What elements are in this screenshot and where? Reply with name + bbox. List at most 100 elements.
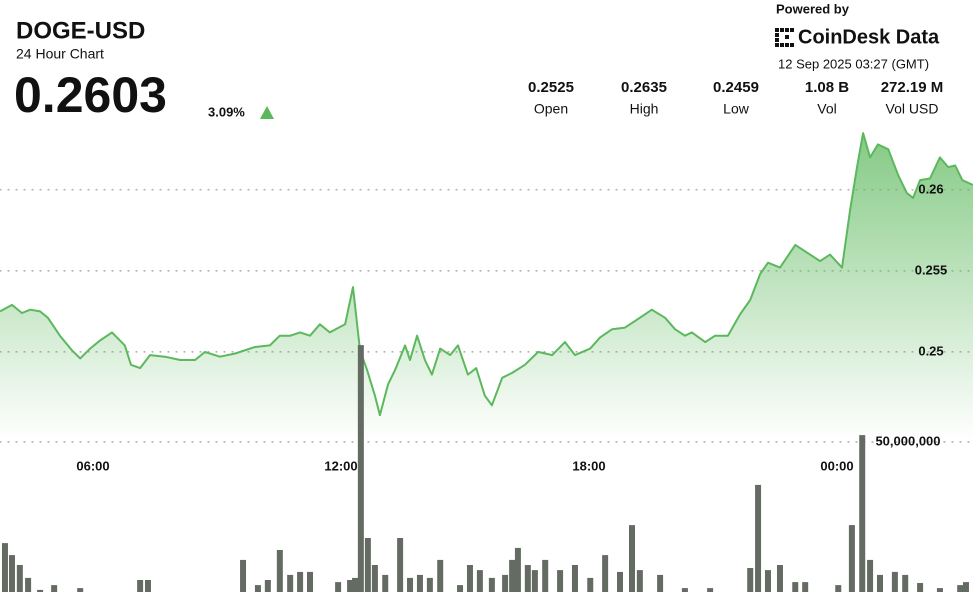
volume-bar xyxy=(602,555,609,592)
brand-logo xyxy=(775,28,794,47)
x-tick-label: 00:00 xyxy=(820,458,853,473)
stat-value: 0.2635 xyxy=(621,79,667,96)
volume-bar xyxy=(51,585,58,592)
volume-bar xyxy=(764,570,771,592)
volume-bar xyxy=(571,565,578,592)
volume-bar xyxy=(628,525,635,592)
volume-bar xyxy=(531,570,538,592)
volume-bar xyxy=(357,345,364,592)
up-arrow xyxy=(260,106,274,119)
stat-value: 1.08 B xyxy=(805,79,849,96)
volume-bar xyxy=(476,570,483,592)
x-tick-label: 12:00 xyxy=(324,458,357,473)
volume-bar xyxy=(488,577,495,592)
marks xyxy=(0,132,973,592)
change: 3.09% xyxy=(208,104,245,119)
volume-bar xyxy=(514,547,521,592)
volume-bar xyxy=(457,585,464,592)
volume-bar xyxy=(509,559,516,592)
stat-label: Vol xyxy=(817,101,836,117)
price: 0.2603 xyxy=(14,67,167,123)
volume-bar xyxy=(16,565,23,592)
volume-bar xyxy=(636,570,643,592)
volume-bar xyxy=(681,588,688,592)
stat-label: High xyxy=(630,101,659,117)
volume-bar xyxy=(524,565,531,592)
x-tick-label: 06:00 xyxy=(76,458,109,473)
symbol: DOGE-USD xyxy=(16,17,145,44)
volume-bar xyxy=(587,577,594,592)
volume-bar xyxy=(254,585,261,592)
volume-bar xyxy=(617,571,624,592)
volume-bar xyxy=(776,565,783,592)
volume-bar xyxy=(264,580,271,592)
y2-tick-label: 50,000,000 xyxy=(875,433,940,448)
volume-bar xyxy=(144,580,151,592)
volume-bar xyxy=(542,559,549,592)
volume-bar xyxy=(307,571,314,592)
plot-area: 0.25 0.255 0.26 50,000,000 06:00 12:00 18:00 00… xyxy=(0,132,973,592)
timestamp: 12 Sep 2025 03:27 (GMT) xyxy=(778,56,929,71)
volume-bar xyxy=(297,571,304,592)
volume-bar xyxy=(957,585,964,592)
volume-bar xyxy=(276,550,283,592)
volume-bar xyxy=(891,571,898,592)
volume-bar xyxy=(707,588,714,592)
volume-bar xyxy=(859,435,866,592)
volume-bar xyxy=(137,580,144,592)
volume-bar xyxy=(240,559,247,592)
stat-value: 272.19 M xyxy=(881,79,944,96)
stat-label: Open xyxy=(534,101,568,117)
price-line xyxy=(0,132,973,417)
volume-bar xyxy=(1,543,8,592)
volume-bar xyxy=(755,484,762,592)
volume-bar xyxy=(37,589,44,592)
y-tick-label: 0.25 xyxy=(918,343,943,358)
volume-bar xyxy=(426,577,433,592)
volume-bar xyxy=(371,565,378,592)
volume-bar xyxy=(382,574,389,592)
volume-bar xyxy=(397,538,404,592)
stat-value: 0.2459 xyxy=(713,79,759,96)
volume-bar xyxy=(352,577,359,592)
stat-value: 0.2525 xyxy=(528,79,574,96)
volume-bar xyxy=(347,580,354,592)
volume-bar xyxy=(287,574,294,592)
volume-bar xyxy=(962,582,969,592)
volume-bar xyxy=(335,582,342,592)
volume-bar xyxy=(876,574,883,592)
volume-bar xyxy=(77,588,84,592)
labels: 0.25 0.255 0.26 50,000,000 06:00 12:00 18:00 00… xyxy=(76,181,947,473)
volume-bar xyxy=(416,574,423,592)
brand: CoinDesk Data xyxy=(798,26,940,48)
volume-bar xyxy=(437,559,444,592)
volume-bar xyxy=(364,538,371,592)
volume-bar xyxy=(835,585,842,592)
volume-bar xyxy=(867,559,874,592)
stat-label: Low xyxy=(723,101,750,117)
volume-bar xyxy=(792,582,799,592)
stat-label: Vol USD xyxy=(886,101,939,117)
volume-bar xyxy=(902,574,909,592)
volume-bar xyxy=(407,577,414,592)
volume-bar xyxy=(848,525,855,592)
volume-bar xyxy=(802,582,809,592)
powered-by: Powered by xyxy=(776,1,850,16)
volume-bar xyxy=(25,577,32,592)
volume-bar xyxy=(466,565,473,592)
volume-bar xyxy=(936,588,943,592)
x-tick-label: 18:00 xyxy=(572,458,605,473)
volume-bar xyxy=(502,574,509,592)
volume-bar xyxy=(8,555,15,592)
volume-bar xyxy=(557,570,564,592)
price-area xyxy=(0,133,973,441)
stats: 0.2525 Open 0.2635 High 0.2459 Low 1.08 B Vol 27… xyxy=(528,79,943,117)
volume-bar xyxy=(917,583,924,592)
volume-bar xyxy=(747,568,754,592)
y-tick-label: 0.26 xyxy=(918,181,943,196)
y-tick-label: 0.255 xyxy=(915,262,948,277)
subtitle: 24 Hour Chart xyxy=(16,46,104,62)
volume-bar xyxy=(657,574,664,592)
